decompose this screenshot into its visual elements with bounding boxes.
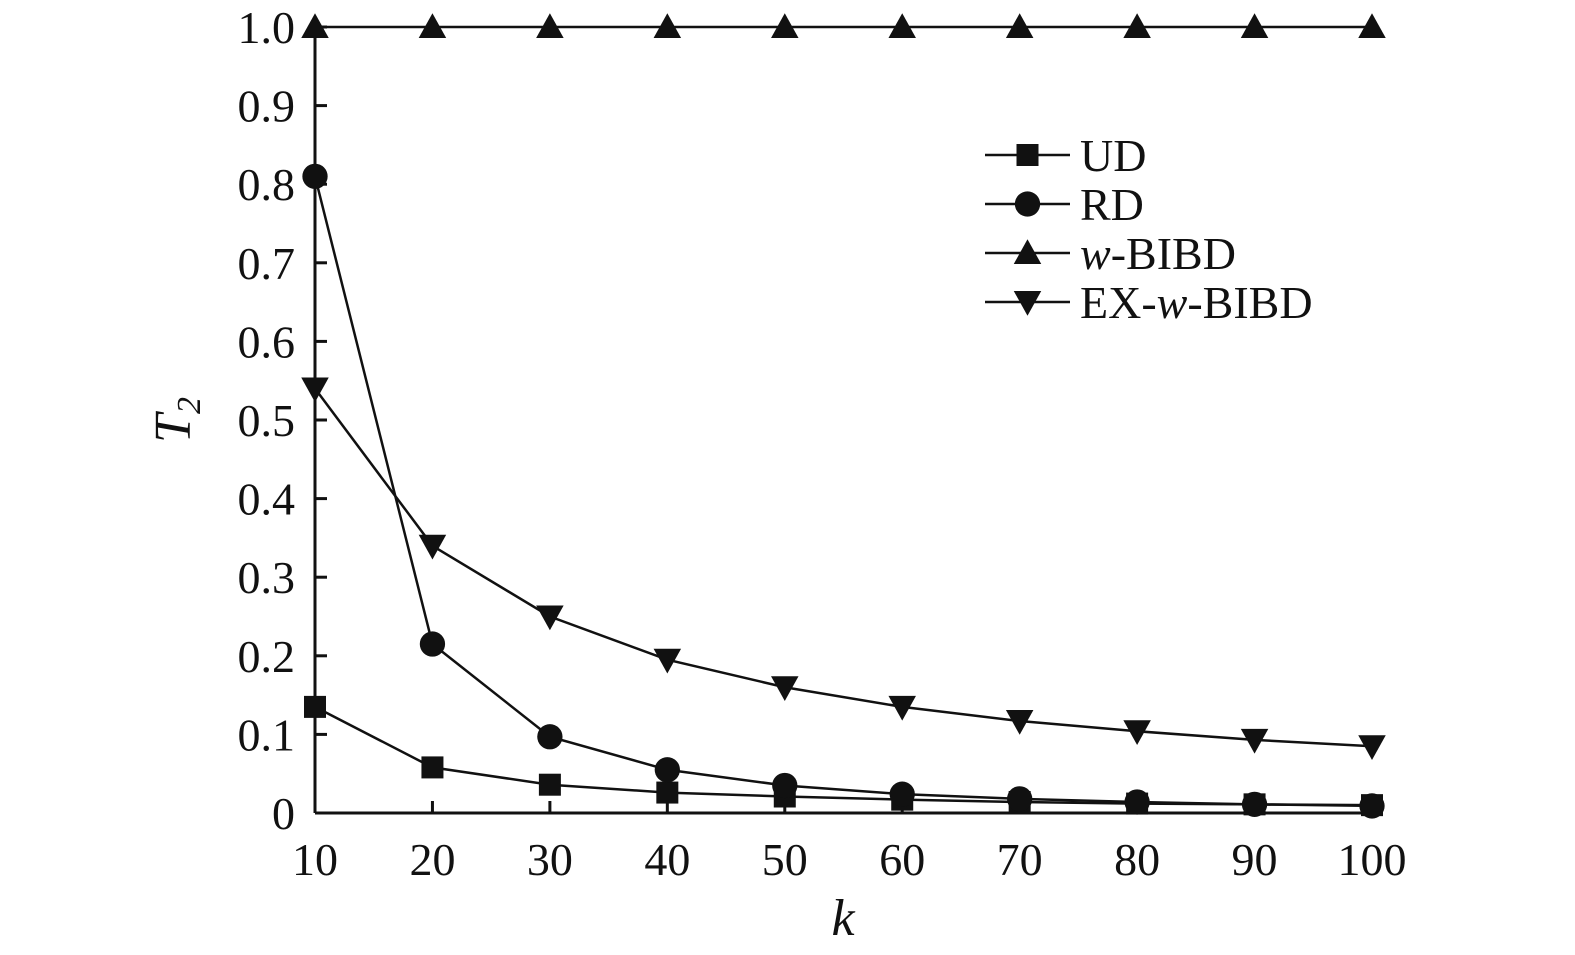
- x-tick-label: 50: [762, 834, 808, 885]
- x-axis-label: k: [831, 890, 855, 947]
- data-point: [1358, 13, 1386, 38]
- data-point: [418, 13, 447, 38]
- legend-label: w-BIBD: [1080, 228, 1236, 279]
- data-point: [302, 163, 328, 189]
- data-point: [421, 756, 444, 779]
- x-tick-label: 90: [1232, 834, 1278, 885]
- data-point: [654, 757, 680, 783]
- x-tick-label: 40: [644, 834, 690, 885]
- data-point: [771, 676, 799, 701]
- legend-item: w-BIBD: [985, 228, 1236, 279]
- legend-marker: [1013, 291, 1042, 316]
- data-point: [304, 695, 326, 718]
- series-ud: [304, 695, 1383, 817]
- data-point: [889, 781, 915, 807]
- y-axis-label: T2: [145, 397, 208, 443]
- data-point: [1007, 786, 1033, 812]
- data-point: [1005, 710, 1034, 735]
- legend-label: RD: [1080, 179, 1144, 230]
- legend-item: UD: [985, 130, 1146, 181]
- y-tick-label: 0.9: [238, 81, 296, 132]
- data-point: [1241, 791, 1268, 818]
- data-point: [772, 772, 798, 799]
- y-axis-label-main: T: [145, 411, 202, 443]
- data-point: [1123, 13, 1151, 38]
- data-point: [536, 605, 564, 631]
- y-tick-label: 0.4: [238, 474, 296, 525]
- y-tick-label: 0.3: [238, 552, 296, 603]
- series-line: [313, 387, 1373, 748]
- y-tick-label: 1.0: [238, 2, 296, 53]
- data-point: [653, 13, 682, 38]
- data-point: [888, 13, 916, 38]
- series-w-bibd: [301, 13, 1386, 38]
- legend-marker: [1013, 239, 1042, 264]
- y-tick-label: 0.5: [238, 395, 296, 446]
- data-point: [1240, 728, 1269, 754]
- data-point: [1240, 13, 1269, 38]
- data-point: [536, 13, 564, 38]
- data-point: [888, 695, 916, 721]
- legend-marker: [1014, 191, 1041, 217]
- data-point: [301, 377, 329, 403]
- x-tick-label: 80: [1114, 834, 1160, 885]
- x-tick-label: 100: [1338, 834, 1407, 885]
- x-tick-label: 60: [879, 834, 925, 885]
- series-line: [313, 176, 1373, 808]
- legend-item: EX-w-BIBD: [985, 277, 1313, 328]
- series-rd: [302, 163, 1385, 819]
- data-point: [538, 773, 561, 796]
- data-point: [537, 724, 563, 750]
- data-point: [1358, 735, 1386, 760]
- data-point: [656, 781, 679, 804]
- data-point: [1005, 13, 1034, 38]
- y-axis-ticks: 0 0.1 0.2 0.3 0.4 0.5 0.6 0.7 0.8 0.9 1.0: [238, 2, 327, 839]
- x-tick-label: 70: [997, 834, 1043, 885]
- x-tick-label: 10: [292, 834, 338, 885]
- data-point: [771, 13, 799, 38]
- y-tick-label: 0.7: [238, 238, 296, 289]
- data-point: [1123, 720, 1151, 746]
- data-point: [653, 648, 682, 674]
- series-layer: [301, 13, 1386, 819]
- y-tick-label: 0.1: [238, 709, 296, 760]
- axes: [313, 25, 1372, 815]
- legend-item: RD: [985, 179, 1144, 230]
- data-point: [301, 13, 329, 38]
- legend-label: EX-w-BIBD: [1080, 277, 1313, 328]
- legend-marker: [1016, 144, 1039, 166]
- x-tick-label: 20: [409, 834, 455, 885]
- x-tick-label: 30: [527, 834, 573, 885]
- data-point: [1124, 789, 1150, 815]
- series-ex-w-bibd: [301, 377, 1386, 760]
- data-point: [1359, 793, 1385, 819]
- data-point: [418, 534, 447, 560]
- y-tick-label: 0.6: [238, 316, 296, 367]
- y-axis-label-subscript: 2: [171, 397, 208, 414]
- y-tick-label: 0: [272, 788, 295, 839]
- legend-label: UD: [1080, 130, 1146, 181]
- data-point: [419, 631, 446, 657]
- y-tick-label: 0.2: [238, 631, 296, 682]
- y-tick-label: 0.8: [238, 159, 296, 210]
